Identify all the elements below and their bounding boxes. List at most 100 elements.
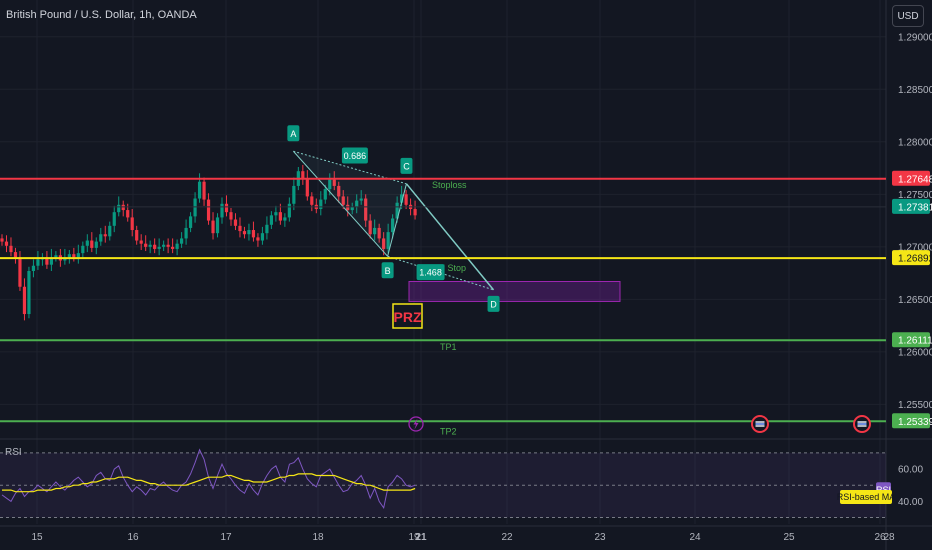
pattern-leg-ab <box>292 150 388 257</box>
level-text-tp1: TP1 <box>440 342 457 352</box>
price-tag-label: 1.27381 <box>898 202 932 213</box>
lightning-icon <box>408 416 424 432</box>
candle-body <box>377 227 381 239</box>
candle-body <box>305 178 309 197</box>
candle-body <box>13 252 18 258</box>
pattern-leg-bc <box>387 183 407 257</box>
price-tick-label: 1.27500 <box>898 190 932 201</box>
price-tag-label: 1.27648 <box>898 174 932 185</box>
price-tick-label: 1.26500 <box>898 295 932 306</box>
pattern-point-badge <box>381 262 394 279</box>
pattern-point-badge <box>287 125 300 142</box>
price-tag-bg <box>892 198 930 214</box>
price-tag-bg <box>892 413 930 429</box>
price-tick-label: 1.28500 <box>898 85 932 96</box>
candle-body <box>202 181 206 200</box>
candle-body <box>301 171 305 179</box>
candle-body <box>395 202 399 219</box>
candle-body <box>153 244 157 249</box>
candle-body <box>355 200 359 207</box>
candle-body <box>287 203 291 218</box>
pattern-point-label-c: C <box>403 161 410 171</box>
candle-body <box>0 238 4 242</box>
candle-body <box>242 231 247 235</box>
symbol-title: British Pound / U.S. Dollar, 1h, OANDA <box>6 9 197 21</box>
rsi-tick-label: 40.00 <box>898 497 923 508</box>
candle-body <box>391 218 395 233</box>
price-tag-bg <box>892 170 930 186</box>
candle-body <box>400 194 404 203</box>
candle-body <box>386 232 390 249</box>
currency-button[interactable]: USD <box>892 5 924 27</box>
candle-body <box>233 219 238 226</box>
candle-body <box>148 244 152 247</box>
candle-body <box>94 241 98 248</box>
candle-body <box>346 204 350 211</box>
candle-body <box>49 257 53 265</box>
candle-body <box>99 234 103 242</box>
candle-body <box>175 243 179 249</box>
candle-body <box>157 246 161 249</box>
candle-body <box>126 210 130 218</box>
candle-body <box>269 215 273 225</box>
rsi-ma-line <box>2 473 416 493</box>
time-tick-label: 24 <box>689 532 701 543</box>
price-tag-bg <box>892 250 930 266</box>
candle-body <box>274 212 278 216</box>
price-tag: 1.26892 <box>892 250 932 266</box>
price-tag: 1.27381 <box>892 198 932 214</box>
time-tick-label: 19 <box>408 532 420 543</box>
candle-body <box>206 199 211 221</box>
time-tick-label: 21 <box>415 532 427 543</box>
candle-body <box>229 212 233 220</box>
time-tick-label: 18 <box>312 532 324 543</box>
prz-label: PRZ <box>394 309 422 325</box>
candle-body <box>144 243 148 247</box>
level-text-tp2: TP2 <box>440 426 457 436</box>
rsi-tick-label: 60.00 <box>898 465 923 476</box>
candle-body <box>135 230 139 241</box>
candle-body <box>215 217 220 234</box>
candle-body <box>310 196 314 205</box>
candle-body <box>350 206 354 211</box>
candle-body <box>368 220 372 235</box>
price-tag: 1.27648 <box>892 170 932 186</box>
candle-body <box>373 227 377 235</box>
time-tick-label: 26 <box>874 532 886 543</box>
pattern-point-badge <box>400 157 413 174</box>
time-tick-label: 16 <box>127 532 139 543</box>
ratio-badge-label: 0.686 <box>344 151 367 161</box>
price-tag-label: 1.26111 <box>898 336 932 347</box>
candle-body <box>31 265 36 271</box>
candle-body <box>413 209 417 216</box>
candle-body <box>117 204 121 213</box>
price-tag-label: 1.25339 <box>898 417 932 428</box>
pattern-leg-cd <box>405 183 495 291</box>
candle-body <box>260 233 265 241</box>
price-tick-label: 1.28000 <box>898 137 932 148</box>
price-tick-label: 1.26000 <box>898 347 932 358</box>
candle-body <box>162 244 166 247</box>
time-tick-label: 23 <box>594 532 606 543</box>
rsi-ma-tag <box>840 490 892 504</box>
price-tick-label: 1.27000 <box>898 242 932 253</box>
candle-body <box>171 246 175 249</box>
candle-body <box>247 230 251 235</box>
candle-body <box>112 212 116 226</box>
candle-body <box>188 216 193 228</box>
pattern-fill <box>293 151 407 257</box>
time-tick-label: 28 <box>883 532 895 543</box>
candle-body <box>211 220 215 234</box>
ratio-badge-bg <box>416 264 445 281</box>
lightning-bolt-icon <box>413 418 419 430</box>
candle-body <box>238 225 242 232</box>
pattern-point-label-d: D <box>490 299 497 309</box>
level-text-sell-stop: Sell Stop <box>430 263 466 273</box>
time-tick-label: 17 <box>220 532 232 543</box>
candle-body <box>404 194 408 205</box>
candle-body <box>319 199 323 210</box>
candle-body <box>292 185 296 204</box>
candle-body <box>90 240 94 248</box>
candle-body <box>265 224 269 234</box>
